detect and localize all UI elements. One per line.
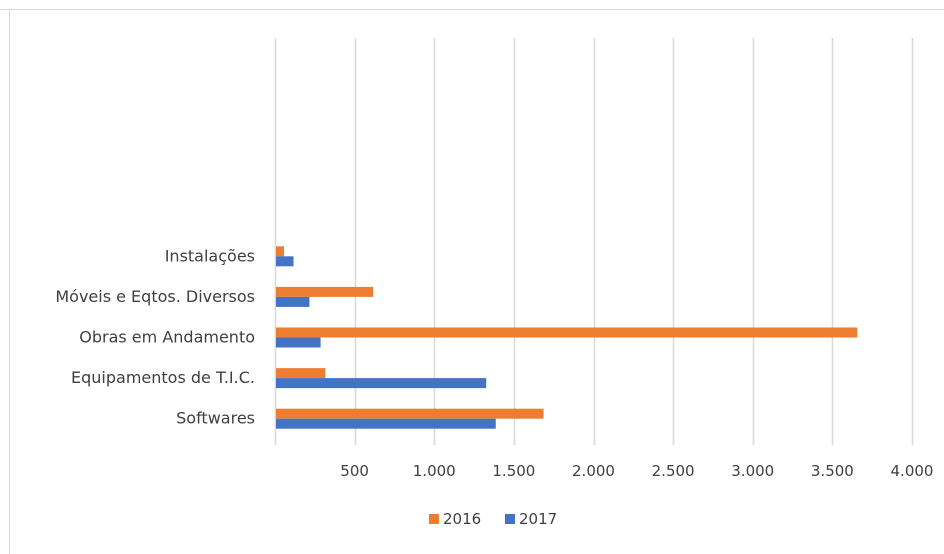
bar-2017	[276, 378, 487, 389]
bar-2017	[276, 337, 321, 348]
x-tick-label: 2.500	[652, 462, 695, 480]
legend: 2016 2017	[429, 510, 557, 528]
chart-border-left	[9, 9, 10, 554]
bar-2016	[276, 408, 544, 419]
legend-swatch-2016	[429, 514, 439, 524]
x-tick-label: 3.000	[731, 462, 774, 480]
bar-2016	[276, 246, 284, 257]
legend-swatch-2017	[505, 514, 515, 524]
x-tick-label: 4.000	[891, 462, 934, 480]
category-labels: Softwares Equipamentos de T.I.C. Obras em …	[55, 246, 255, 427]
category-label: Móveis e Eqtos. Diversos	[55, 287, 255, 306]
x-tick-label: 500	[340, 462, 369, 480]
legend-label-2016: 2016	[443, 510, 481, 528]
chart-border-top	[0, 9, 944, 10]
x-tick-label: 3.500	[811, 462, 854, 480]
x-tick-labels: 500 1.000 1.500 2.000 2.500 3.000 3.500 4.000	[340, 462, 933, 480]
gridlines	[274, 38, 914, 445]
bar-2016	[276, 368, 326, 379]
x-tick-label: 2.000	[572, 462, 615, 480]
bar-2017	[276, 418, 496, 429]
bar-2016	[276, 327, 858, 338]
legend-label-2017: 2017	[519, 510, 557, 528]
category-label: Softwares	[176, 409, 255, 428]
x-tick-label: 1.500	[492, 462, 535, 480]
bar-2017	[276, 296, 310, 307]
bar-2016	[276, 286, 374, 297]
category-label: Obras em Andamento	[79, 328, 255, 347]
bars	[276, 246, 858, 429]
x-tick-label: 1.000	[413, 462, 456, 480]
category-label: Instalações	[165, 246, 255, 265]
category-label: Equipamentos de T.I.C.	[71, 368, 255, 387]
bar-2017	[276, 256, 294, 267]
